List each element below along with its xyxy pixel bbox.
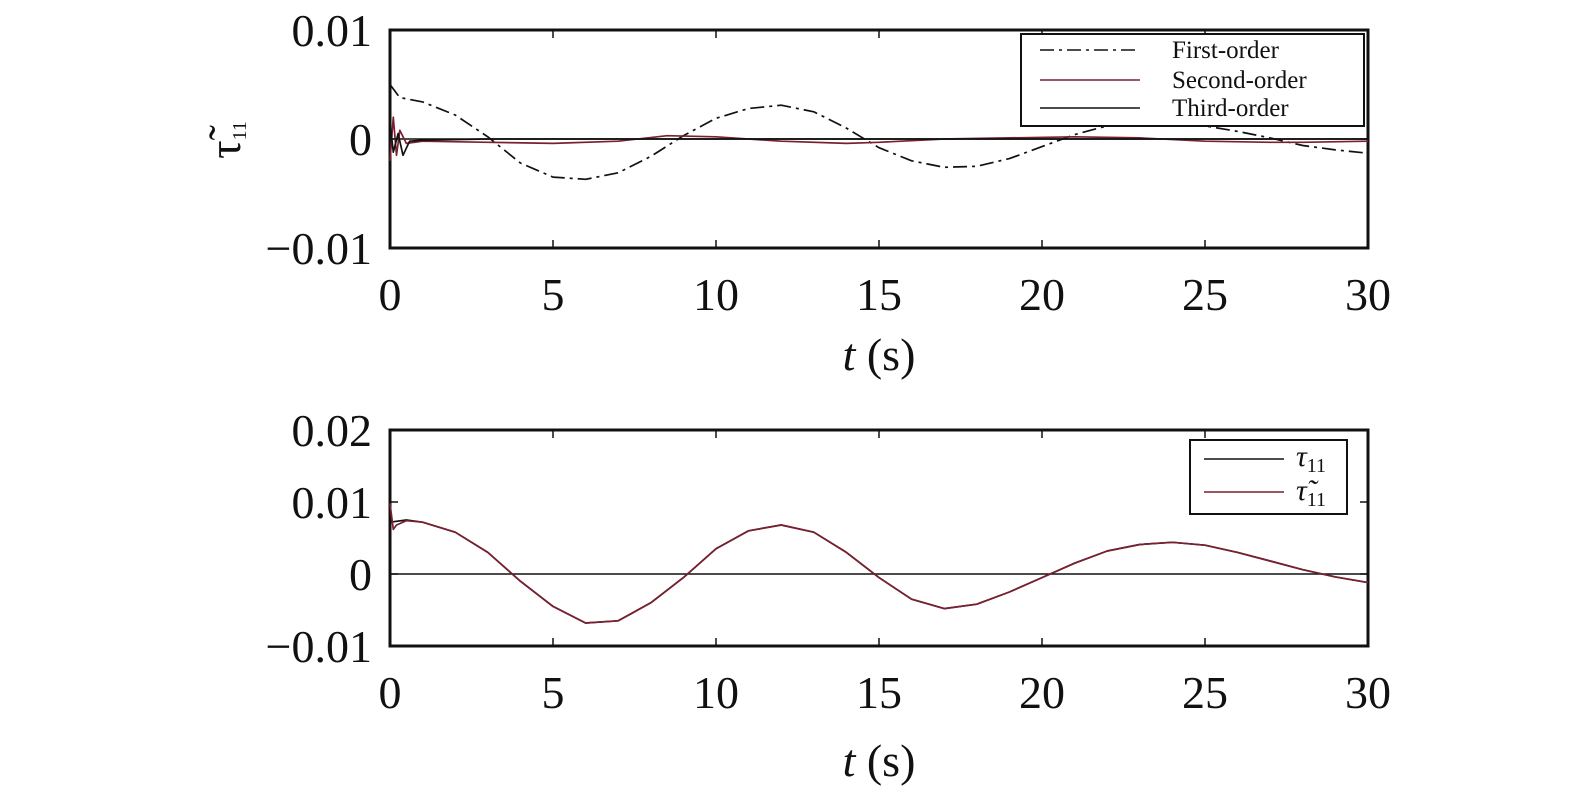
top-x-axis-label: t (s) xyxy=(843,329,916,380)
legend-label-third-order: Third-order xyxy=(1172,95,1289,122)
top-ticks: 0 5 10 15 20 25 300.010−0.01 xyxy=(266,5,1391,320)
bottom-x-tick-label: 20 xyxy=(1019,667,1065,718)
bottom-x-tick-label: 15 xyxy=(856,667,902,718)
top-x-tick-label: 20 xyxy=(1019,269,1065,320)
bottom-y-tick-label: −0.01 xyxy=(266,621,372,672)
top-y-tick-label: 0.01 xyxy=(292,5,373,56)
top-series-2-line xyxy=(389,122,1368,157)
bottom-x-axis-label: t (s) xyxy=(843,735,916,786)
bottom-legend: τ11 τ̃11 xyxy=(1189,439,1348,515)
bottom-legend-box xyxy=(1189,439,1348,515)
top-y-tick-label: −0.01 xyxy=(266,223,372,274)
bottom-ticks: 0 5 10 15 20 25 300.020.010−0.01 xyxy=(266,405,1391,718)
top-x-tick-label: 0 xyxy=(379,269,402,320)
bottom-x-tick-label: 5 xyxy=(542,667,565,718)
top-x-tick-label: 25 xyxy=(1182,269,1228,320)
top-x-tick-label: 15 xyxy=(856,269,902,320)
legend-label-first-order: First-order xyxy=(1172,37,1280,64)
bottom-series-lines xyxy=(389,503,1369,624)
bottom-x-tick-label: 30 xyxy=(1345,667,1391,718)
bottom-y-tick-label: 0.02 xyxy=(292,405,373,456)
legend-label-second-order: Second-order xyxy=(1172,67,1307,94)
bottom-x-tick-label: 25 xyxy=(1182,667,1228,718)
top-y-axis-label: τ̃11 xyxy=(199,121,251,159)
bottom-y-tick-label: 0 xyxy=(349,549,372,600)
top-x-tick-label: 5 xyxy=(542,269,565,320)
bottom-y-tick-label: 0.01 xyxy=(292,477,373,528)
bottom-chart: 0 5 10 15 20 25 300.020.010−0.01 t (s) τ11 τ̃1… xyxy=(266,405,1391,786)
top-x-tick-label: 30 xyxy=(1345,269,1391,320)
bottom-x-tick-label: 10 xyxy=(693,667,739,718)
top-legend: First-order Second-order Third-order xyxy=(1020,33,1365,127)
bottom-x-tick-label: 0 xyxy=(379,667,402,718)
top-y-tick-label: 0 xyxy=(349,114,372,165)
legend-label-tau: τ11 xyxy=(1296,440,1326,477)
top-chart: 0 5 10 15 20 25 300.010−0.01 τ̃11 t (s) First-… xyxy=(199,5,1391,380)
bottom-series-1-line xyxy=(389,503,1369,624)
top-x-tick-label: 10 xyxy=(693,269,739,320)
